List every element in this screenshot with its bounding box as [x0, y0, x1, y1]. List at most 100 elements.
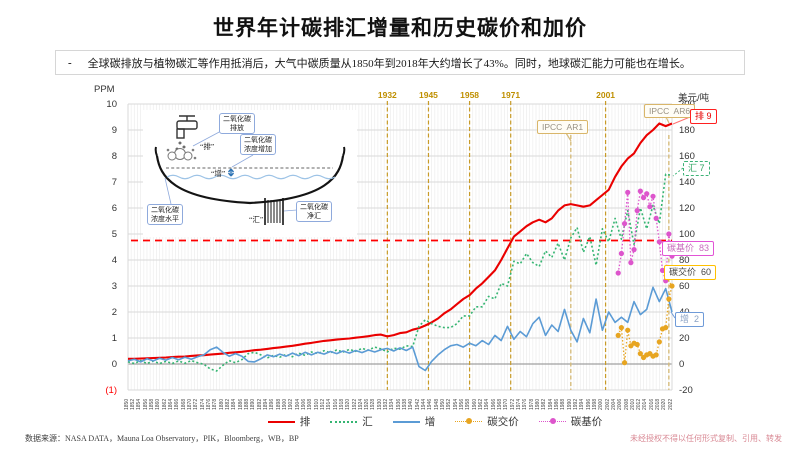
- left-axis-tick: 9: [111, 125, 117, 136]
- sink-end-callout: 汇 7: [683, 161, 710, 176]
- 碳交价-marker: [618, 325, 624, 331]
- 碳基价-marker: [631, 247, 637, 253]
- data-source: 数据来源：NASA DATA，Mauna Loa Observatory，PIK…: [25, 434, 299, 443]
- marker-dot: [549, 418, 556, 425]
- legend-item-trade-price[interactable]: 碳交价: [455, 414, 519, 429]
- tub-outline: [155, 155, 345, 205]
- 碳基价-marker: [625, 189, 631, 195]
- right-axis-tick: 60: [679, 281, 690, 292]
- legend-label: 碳交价: [487, 416, 519, 428]
- left-axis-tick: 8: [111, 151, 117, 162]
- right-axis-tick: 140: [679, 177, 695, 188]
- 碳交价-marker: [615, 332, 621, 338]
- sink-line-swatch: [330, 420, 358, 423]
- bathtub-inset-diagram: 二氧化碳 排放 二氧化碳 浓度增加 二氧化碳 浓度水平 二氧化碳 净汇 “排” …: [143, 110, 357, 237]
- right-axis-tick: 20: [679, 333, 690, 344]
- sink-connector: [672, 167, 684, 177]
- carbon-trade-price-callout: 碳交价 60: [664, 265, 717, 280]
- 碳基价-marker: [650, 193, 656, 199]
- event-year-label: 1958: [460, 90, 480, 100]
- 碳基价-marker: [644, 191, 650, 197]
- left-axis-tick: 10: [106, 99, 117, 110]
- co2-concentration-increase-label: 二氧化碳 浓度增加: [240, 134, 276, 155]
- emissions-line-swatch: [267, 420, 295, 423]
- left-axis-tick: 4: [111, 255, 117, 266]
- ar1-connector: [565, 132, 572, 142]
- legend-label: 碳基价: [570, 416, 603, 428]
- right-axis-title: 美元/吨: [678, 93, 710, 104]
- x-axis-tick: 2022: [667, 398, 674, 410]
- co2-emission-label: 二氧化碳 排放: [219, 113, 255, 134]
- legend-item-increase[interactable]: 增: [392, 414, 436, 429]
- 碳交价-marker: [637, 351, 643, 357]
- legend-item-emissions[interactable]: 排: [267, 414, 311, 429]
- series-碳交价: [615, 283, 675, 366]
- left-axis-tick: 2: [111, 307, 117, 318]
- left-axis-tick: 0: [111, 359, 117, 370]
- water-level-line: [166, 174, 336, 180]
- 碳交价-marker: [656, 339, 662, 345]
- event-year-label: 1971: [501, 90, 521, 100]
- chart-legend: 排 汇 增 碳交价 碳基价: [150, 414, 720, 429]
- left-axis-tick: 3: [111, 281, 117, 292]
- bathtub-drawing: [154, 115, 346, 225]
- right-axis-tick: -20: [679, 385, 693, 396]
- 碳基价-marker: [637, 188, 643, 194]
- 碳基价-marker: [615, 270, 621, 276]
- emis-connector: [672, 116, 691, 125]
- legend-item-base-price[interactable]: 碳基价: [538, 414, 603, 429]
- sink-tag: “汇”: [249, 215, 264, 224]
- emissions-end-callout: 排 9: [690, 109, 717, 124]
- 碳交价-marker: [663, 325, 669, 331]
- base-price-swatch: [538, 418, 566, 425]
- 碳基价-marker: [628, 260, 634, 266]
- note-text: 全球碳排放与植物碳汇等作用抵消后，大气中碳质量从1850年到2018年大约增长了…: [87, 57, 691, 70]
- left-axis-tick: 1: [111, 333, 117, 344]
- 碳基价-marker: [621, 221, 628, 227]
- 碳基价-marker: [656, 239, 662, 245]
- right-axis-tick: 0: [679, 359, 685, 370]
- tub-rim: [154, 146, 346, 157]
- right-axis-tick: 100: [679, 229, 695, 240]
- left-axis-tick: 5: [111, 229, 117, 240]
- increase-end-callout: 增 2: [675, 312, 705, 327]
- 碳交价-marker: [625, 327, 631, 333]
- ipcc-ar6-label: IPCC AR6: [644, 104, 696, 118]
- right-axis-tick: 80: [679, 255, 690, 266]
- legend-item-sink[interactable]: 汇: [330, 414, 373, 429]
- 碳基价-marker: [640, 195, 647, 201]
- series-增: [127, 286, 673, 372]
- summary-note: - 全球碳排放与植物碳汇等作用抵消后，大气中碳质量从1850年到2018年大约增…: [55, 50, 745, 75]
- emission-tag: “排”: [200, 142, 215, 151]
- increase-tag: “增”: [211, 169, 226, 178]
- left-axis-title: PPM: [94, 84, 115, 95]
- co2-concentration-level-label: 二氧化碳 浓度水平: [147, 204, 183, 225]
- ipcc-ar1-label: IPCC AR1: [537, 120, 589, 134]
- 碳交价-marker: [634, 341, 640, 348]
- 碳交价-line: [617, 285, 673, 364]
- 碳基价-marker: [659, 267, 666, 273]
- event-year-label: 2001: [596, 90, 616, 100]
- watermark: 未经授权不得以任何形式复制、引用、转发: [630, 434, 782, 443]
- gridlines: [127, 103, 673, 391]
- legend-label: 排: [299, 416, 311, 428]
- faucet-icon: [175, 115, 198, 151]
- 碳基价-marker: [653, 215, 659, 221]
- note-bullet: -: [68, 56, 72, 69]
- left-axis-tick: 7: [111, 177, 117, 188]
- increase-arrow: [227, 168, 235, 177]
- 汇-line: [127, 173, 673, 372]
- left-axis-tick: (1): [105, 385, 117, 396]
- callout-pointers: [164, 129, 298, 212]
- 碳交价-marker: [666, 296, 672, 302]
- legend-label: 汇: [362, 416, 373, 428]
- trade-connector: [667, 279, 673, 287]
- 碳交价-marker: [653, 352, 659, 358]
- 碳基价-marker: [647, 204, 653, 210]
- right-axis-tick: 160: [679, 151, 695, 162]
- legend-label: 增: [424, 416, 436, 428]
- 碳基价-marker: [618, 250, 624, 257]
- event-year-label: 1932: [377, 90, 397, 100]
